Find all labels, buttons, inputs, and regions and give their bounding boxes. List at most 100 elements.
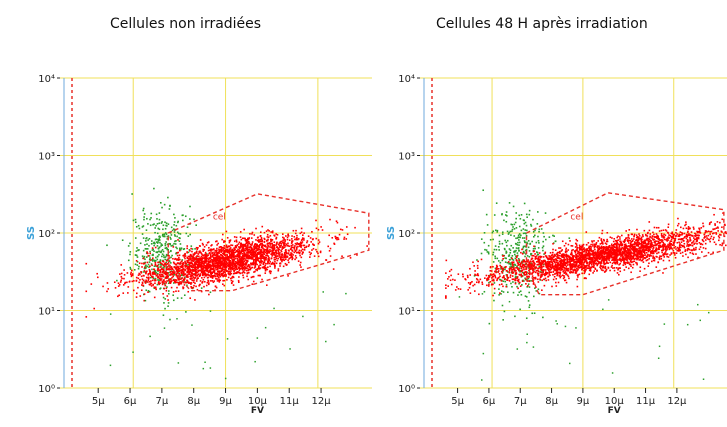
point-cel	[598, 236, 601, 239]
point-cel	[207, 280, 210, 282]
point-cel	[573, 259, 576, 261]
point-cel	[503, 278, 506, 281]
panel-title-right: Cellules 48 H après irradiation	[436, 16, 648, 32]
point-cel	[200, 253, 203, 255]
point-cel	[203, 280, 206, 283]
point-cel	[629, 263, 632, 266]
point-cel	[335, 237, 338, 239]
point-cel	[208, 257, 210, 259]
point-cel	[204, 259, 206, 262]
point-ungated	[345, 292, 347, 295]
point-ungated	[528, 267, 530, 269]
point-cel	[516, 279, 519, 282]
point-cel	[191, 258, 194, 260]
point-cel	[189, 249, 191, 252]
point-ungated	[539, 271, 542, 273]
point-ungated	[154, 259, 157, 262]
point-ungated	[166, 225, 168, 227]
point-cel	[263, 250, 266, 253]
point-ungated	[505, 211, 508, 213]
point-cel	[184, 269, 186, 272]
point-ungated	[152, 259, 154, 261]
point-cel	[253, 267, 256, 269]
point-cel	[215, 254, 217, 256]
point-cel	[164, 263, 166, 266]
point-ungated	[158, 246, 161, 249]
point-ungated	[137, 249, 140, 252]
point-ungated	[154, 270, 157, 272]
point-cel	[267, 255, 270, 258]
point-cel	[300, 231, 303, 234]
point-cel	[561, 274, 564, 277]
point-cel	[616, 261, 619, 263]
point-cel	[242, 246, 245, 248]
point-cel	[190, 285, 192, 288]
point-ungated	[142, 209, 144, 212]
point-cel	[475, 278, 478, 280]
point-cel	[271, 246, 274, 248]
point-ungated	[495, 202, 498, 204]
point-cel	[538, 262, 541, 264]
point-cel	[246, 261, 248, 264]
point-cel	[700, 227, 703, 229]
point-cel	[167, 265, 170, 267]
point-cel	[271, 230, 274, 233]
point-cel	[186, 261, 189, 264]
point-ungated	[535, 251, 538, 253]
point-cel	[186, 281, 189, 283]
point-cel	[210, 271, 213, 274]
point-cel	[150, 282, 152, 285]
point-ungated	[185, 311, 187, 313]
x-tick-label: 8µ	[545, 396, 558, 407]
point-cel	[238, 258, 241, 260]
point-cel	[140, 275, 143, 278]
point-cel	[234, 245, 237, 247]
point-cel	[487, 285, 490, 287]
point-cel	[195, 272, 197, 274]
point-cel	[229, 265, 231, 267]
point-cel	[234, 264, 237, 266]
point-cel	[206, 266, 208, 268]
point-cel	[230, 254, 233, 256]
point-ungated	[182, 219, 184, 222]
point-cel	[216, 244, 218, 246]
point-ungated	[156, 242, 159, 244]
point-cel	[222, 250, 224, 252]
point-cel	[600, 260, 603, 262]
point-cel	[554, 258, 557, 260]
point-cel	[170, 272, 172, 275]
point-cel	[229, 272, 232, 274]
point-cel	[213, 258, 215, 260]
point-cel	[197, 270, 200, 273]
point-cel	[240, 261, 243, 264]
point-cel	[203, 263, 205, 265]
point-cel	[587, 264, 589, 267]
point-ungated	[494, 267, 497, 270]
point-ungated	[528, 255, 531, 258]
point-cel	[165, 272, 168, 275]
point-cel	[294, 249, 296, 252]
point-cel	[555, 285, 558, 287]
point-cel	[697, 256, 699, 259]
point-cel	[196, 248, 199, 251]
point-cel	[273, 248, 276, 250]
point-cel	[329, 218, 331, 221]
point-cel	[290, 252, 292, 254]
point-cel	[192, 268, 195, 271]
point-cel	[650, 246, 652, 249]
point-ungated	[158, 261, 160, 264]
point-cel	[248, 255, 250, 257]
point-cel	[277, 243, 280, 246]
point-ungated	[142, 237, 145, 239]
point-cel	[220, 263, 222, 265]
point-cel	[608, 259, 610, 262]
point-ungated	[167, 196, 169, 199]
point-cel	[231, 261, 233, 264]
point-ungated	[492, 253, 494, 256]
point-cel	[187, 273, 190, 275]
point-ungated	[142, 207, 145, 210]
point-cel	[655, 244, 657, 246]
point-cel	[199, 273, 202, 275]
point-ungated	[527, 246, 530, 249]
